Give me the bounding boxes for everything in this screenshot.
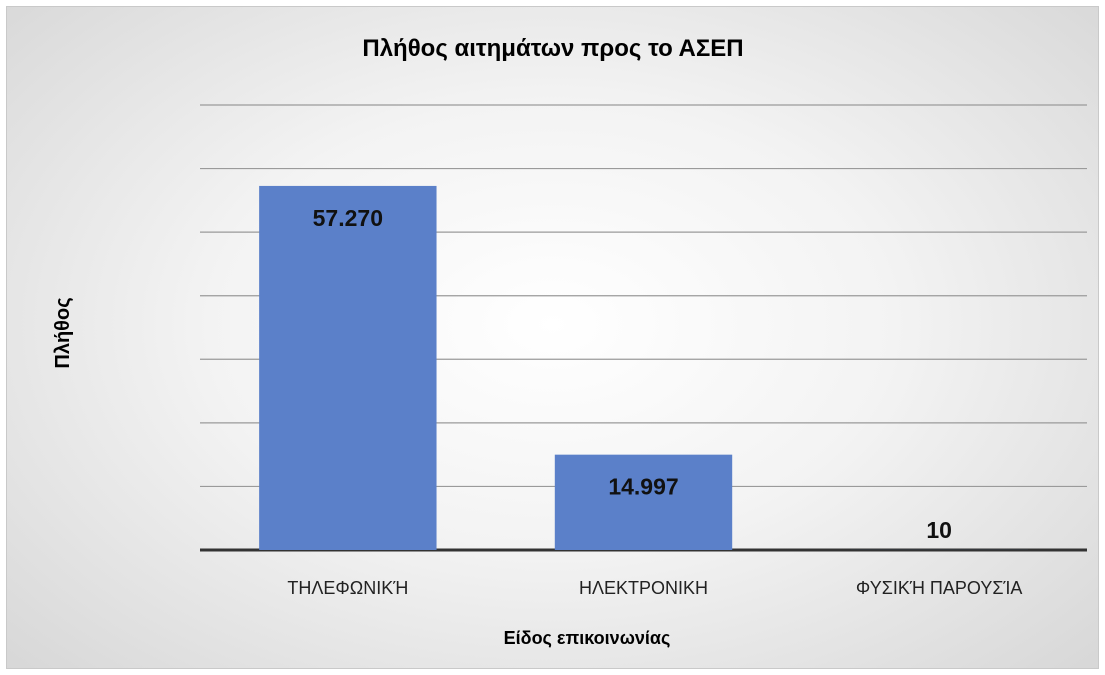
x-tick-labels: ΤΗΛΕΦΩΝΙΚΉ ΗΛΕΚΤΡΟΝΙΚΗ ΦΥΣΙΚΉ ΠΑΡΟΥΣΊΑ	[287, 578, 1022, 598]
x-axis-title: Είδος επικοινωνίας	[504, 628, 671, 648]
data-labels: 57.270 14.997 10	[313, 205, 952, 543]
data-label: 10	[926, 517, 952, 543]
chart-frame: Πλήθος αιτημάτων προς το ΑΣΕΠ Πλήθος Είδ…	[6, 6, 1099, 669]
bar	[554, 454, 733, 550]
bars	[259, 185, 1028, 550]
x-tick-label: ΗΛΕΚΤΡΟΝΙΚΗ	[579, 578, 708, 598]
bar	[259, 185, 437, 550]
x-tick-label: ΤΗΛΕΦΩΝΙΚΉ	[287, 578, 408, 598]
chart-title: Πλήθος αιτημάτων προς το ΑΣΕΠ	[362, 35, 743, 62]
bar-chart: Πλήθος αιτημάτων προς το ΑΣΕΠ Πλήθος Είδ…	[52, 35, 1087, 648]
x-tick-label: ΦΥΣΙΚΉ ΠΑΡΟΥΣΊΑ	[856, 578, 1022, 598]
data-label: 57.270	[313, 205, 383, 231]
y-axis-title: Πλήθος	[52, 297, 74, 368]
data-label: 14.997	[608, 474, 678, 500]
